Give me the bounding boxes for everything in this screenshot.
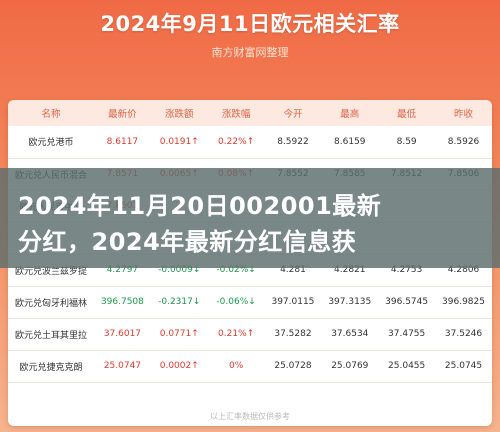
cell-pct: 0.21%↑: [207, 318, 265, 351]
cell-pct: 0%: [207, 350, 265, 383]
col-header-high: 最高: [321, 100, 379, 126]
header: 2024年9月11日欧元相关汇率 南方财富网整理: [0, 0, 500, 100]
cell-prev: 25.0745: [435, 350, 492, 383]
col-header-change: 涨跌额: [150, 100, 208, 126]
cell-change: 0.0002↑: [150, 350, 208, 383]
col-header-low: 最低: [378, 100, 436, 126]
cell-open: 8.5922: [264, 126, 322, 159]
cell-price: 396.7508: [94, 286, 151, 319]
col-header-pct: 涨跌幅: [207, 100, 265, 126]
table-row: 欧元兑港币 8.6117 0.0191↑ 0.22%↑ 8.5922 8.6159 8.59…: [8, 126, 492, 159]
table-row: 欧元兑土耳其里拉 37.6017 0.0771↑ 0.21%↑ 37.5282 37.65…: [8, 318, 492, 351]
cell-open: 25.0728: [264, 350, 322, 383]
footer-note: 以上汇率数据仅供参考: [210, 412, 290, 421]
cell-name: 欧元兑港币: [8, 126, 94, 159]
headline-line-1: 2024年11月20日002001最新: [18, 192, 382, 220]
cell-change: -0.2317↓: [150, 286, 208, 319]
cell-high: 8.6159: [321, 126, 379, 159]
cell-low: 396.5745: [378, 286, 436, 319]
cell-high: 397.3135: [321, 286, 379, 319]
cell-open: 37.5282: [264, 318, 322, 351]
page-title: 2024年9月11日欧元相关汇率: [100, 12, 400, 36]
cell-pct: 0.22%↑: [207, 126, 265, 159]
cell-name: 欧元兑匈牙利福林: [8, 286, 94, 319]
headline-overlay: 2024年11月20日002001最新 分红，2024年最新分红信息获: [0, 168, 500, 268]
table-row: 欧元兑捷克克朗 25.0747 0.0002↑ 0% 25.0728 25.0769 25.…: [8, 350, 492, 383]
cell-price: 37.6017: [94, 318, 151, 351]
cell-name: 欧元兑捷克克朗: [8, 350, 94, 383]
cell-pct: -0.06%↓: [207, 286, 265, 319]
page-subtitle: 南方财富网整理: [211, 46, 289, 59]
cell-low: 8.59: [378, 126, 436, 159]
col-header-name: 名称: [8, 100, 94, 126]
cell-price: 8.6117: [94, 126, 151, 159]
cell-change: 0.0771↑: [150, 318, 208, 351]
col-header-open: 今开: [264, 100, 322, 126]
cell-open: 397.0115: [264, 286, 322, 319]
cell-prev: 396.9825: [435, 286, 492, 319]
cell-low: 37.4755: [378, 318, 436, 351]
table-row: 欧元兑匈牙利福林 396.7508 -0.2317↓ -0.06%↓ 397.0115 3…: [8, 286, 492, 319]
cell-low: 25.0455: [378, 350, 436, 383]
cell-high: 25.0769: [321, 350, 379, 383]
cell-prev: 37.5246: [435, 318, 492, 351]
cell-change: 0.0191↑: [150, 126, 208, 159]
col-header-price: 最新价: [94, 100, 151, 126]
cell-name: 欧元兑土耳其里拉: [8, 318, 94, 351]
col-header-prev: 昨收: [435, 100, 492, 126]
headline-line-2: 分红，2024年最新分红信息获: [18, 228, 357, 256]
cell-price: 25.0747: [94, 350, 151, 383]
table-header-row: 名称 最新价 涨跌额 涨跌幅 今开 最高 最低 昨收: [8, 100, 492, 126]
cell-high: 37.6534: [321, 318, 379, 351]
cell-prev: 8.5926: [435, 126, 492, 159]
